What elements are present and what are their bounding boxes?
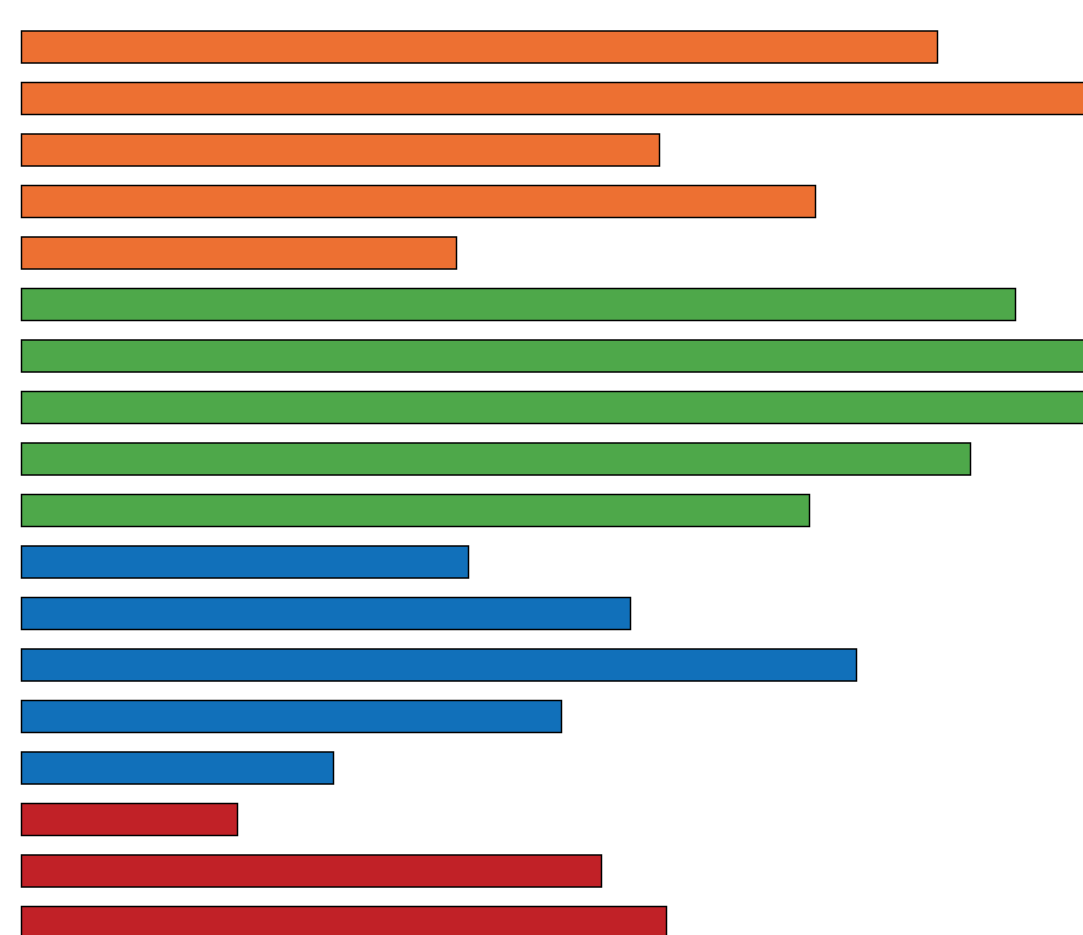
bar-s4-2 [20, 854, 603, 888]
bar-s1-3 [20, 133, 661, 167]
bar-s2-4 [20, 442, 972, 476]
bar-s3-2 [20, 596, 632, 631]
bar-s4-1 [20, 802, 239, 837]
bar-s1-4 [20, 184, 817, 219]
bar-s1-5 [20, 236, 458, 270]
bar-s2-2 [20, 339, 1083, 373]
bar-s3-5 [20, 751, 335, 785]
bar-s1-1 [20, 30, 939, 64]
bar-s4-3 [20, 905, 668, 935]
bar-s3-3 [20, 648, 858, 682]
bar-s2-5 [20, 493, 811, 528]
bars-group [20, 30, 1083, 935]
bar-s2-1 [20, 287, 1017, 322]
bar-s2-3 [20, 390, 1083, 425]
bar-s1-2 [20, 81, 1083, 116]
bar-s3-1 [20, 545, 470, 579]
bar-s3-4 [20, 699, 563, 734]
